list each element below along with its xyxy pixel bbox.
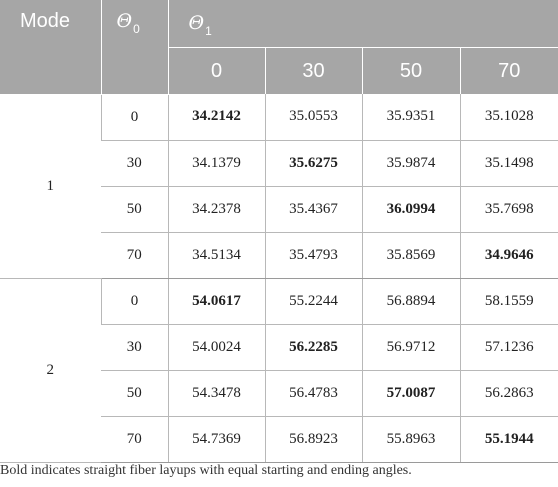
theta1-symbol: Θ [188,12,205,34]
theta0-cell: 30 [101,140,168,187]
value-cell: 35.9351 [361,94,460,141]
value-cell: 54.0617 [167,278,265,325]
theta1-column-header: 30 [264,47,362,94]
table-row: 2 0 54.0617 55.2244 56.8894 58.1559 [0,278,558,463]
theta0-header: Θ0 [100,0,168,95]
value-cell: 56.2285 [264,324,362,371]
table-row: 70 54.7369 56.8923 55.8963 55.1944 [0,416,558,463]
theta0-cell: 0 [100,278,168,325]
value-cell: 35.9874 [361,140,460,187]
theta0-cell: 0 [100,94,168,141]
value-cell: 56.8894 [361,278,460,325]
table-body: 1 0 34.2142 35.0553 35.9351 35.1028 30 34.1379 3… [0,94,558,463]
mode-cell: 1 [0,94,101,279]
value-cell: 34.5134 [167,232,265,279]
theta0-cell: 50 [101,186,168,233]
value-cell: 34.2378 [167,186,265,233]
value-cell: 35.6275 [264,140,362,187]
value-cell: 34.9646 [459,232,558,279]
value-cell: 54.7369 [167,416,265,463]
value-cell: 35.8569 [361,232,460,279]
value-cell: 35.7698 [459,186,558,233]
theta0-cell: 70 [101,232,168,279]
value-cell: 56.2863 [459,370,558,417]
table-row: 50 34.2378 35.4367 36.0994 35.7698 [0,186,558,233]
value-cell: 57.1236 [459,324,558,371]
value-cell: 57.0087 [361,370,460,417]
value-cell: 34.2142 [167,94,265,141]
table-header: Mode Θ0 Θ1 0 30 50 70 [0,0,558,95]
value-cell: 56.8923 [264,416,362,463]
theta1-header: Θ1 [167,0,558,48]
theta0-cell: 50 [101,370,168,417]
value-cell: 35.4367 [264,186,362,233]
theta1-subscript: 1 [205,24,212,38]
value-cell: 35.0553 [264,94,362,141]
value-cell: 55.2244 [264,278,362,325]
mode-header: Mode [0,0,101,95]
value-cell: 56.4783 [264,370,362,417]
theta0-cell: 70 [101,416,168,463]
value-cell: 55.8963 [361,416,460,463]
value-cell: 54.0024 [167,324,265,371]
theta1-column-header: 70 [459,47,558,94]
value-cell: 54.3478 [167,370,265,417]
table-row: 1 0 34.2142 35.0553 35.9351 35.1028 [0,94,558,279]
theta1-column-header: 0 [167,47,265,94]
table-row: 50 54.3478 56.4783 57.0087 56.2863 [0,370,558,417]
value-cell: 55.1944 [459,416,558,463]
value-cell: 35.1498 [459,140,558,187]
table-footnote: Bold indicates straight fiber layups wit… [0,463,412,478]
table-row: 70 34.5134 35.4793 35.8569 34.9646 [0,232,558,279]
table-row: 30 34.1379 35.6275 35.9874 35.1498 [0,140,558,187]
value-cell: 58.1559 [459,278,558,325]
mode-cell: 2 [0,278,101,463]
theta0-cell: 30 [101,324,168,371]
value-cell: 36.0994 [361,186,460,233]
value-cell: 35.1028 [459,94,558,141]
value-cell: 34.1379 [167,140,265,187]
theta0-symbol: Θ [116,10,133,32]
value-cell: 35.4793 [264,232,362,279]
value-cell: 56.9712 [361,324,460,371]
table-row: 30 54.0024 56.2285 56.9712 57.1236 [0,324,558,371]
theta0-subscript: 0 [133,22,140,36]
results-table: Mode Θ0 Θ1 0 30 50 70 1 0 34.2142 35.0553 35… [0,0,558,463]
theta1-column-header: 50 [361,47,460,94]
